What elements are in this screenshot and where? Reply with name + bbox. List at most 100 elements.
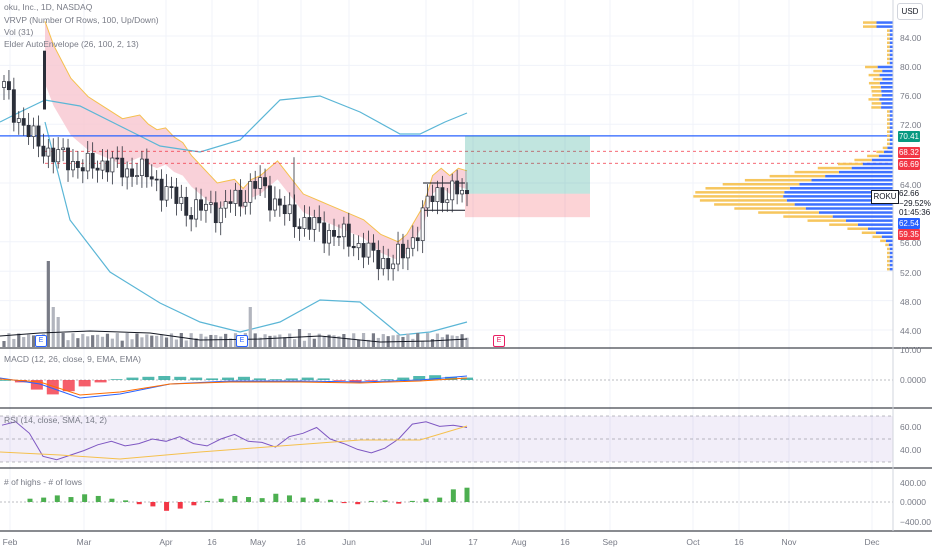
time-axis-label: 17 [468,537,477,547]
price-axis-label: 80.00 [900,62,921,72]
candle-body [91,153,94,168]
volume-bar [140,337,143,347]
candle-body [165,187,168,201]
volume-profile-down [770,175,826,178]
volume-profile-up [825,175,893,178]
volume-profile-up [882,94,893,97]
volume-profile-down [887,54,890,57]
candle-body [116,158,119,159]
price-axis-label: 76.00 [900,91,921,101]
candle-body [446,200,449,203]
price-tag-target: 70.41 [898,131,920,142]
candle-body [62,148,65,150]
candle-body [456,181,459,194]
time-axis-label: Mar [77,537,92,547]
volume-profile-up [846,219,893,222]
volume-profile-down [869,82,880,85]
candle-body [308,217,311,229]
volume-bar [372,333,375,347]
hl-bar [246,497,251,502]
candle-body [209,203,212,205]
hl-bar [383,500,388,502]
candle-body [234,190,237,203]
volume-profile-down [887,268,890,271]
volume-bar [352,333,355,347]
candle-body [229,202,232,204]
earnings-marker[interactable]: E [35,335,47,347]
hl-bar [164,502,169,511]
volume-bar [160,334,163,347]
macd-histogram-bar [318,378,330,380]
volume-profile-down [887,143,890,146]
volume-profile-down [847,227,868,230]
indicator-vrvp[interactable]: VRVP (Number Of Rows, 100, Up/Down) [4,15,159,25]
candle-body [268,186,271,210]
volume-profile-up [812,179,893,182]
macd-label[interactable]: MACD (12, 26, close, 9, EMA, EMA) [4,354,141,364]
macd-histogram-bar [254,378,266,380]
volume-bar [52,307,55,347]
volume-bar [342,334,345,347]
volume-profile-down [887,248,890,251]
volume-bar [396,335,399,347]
candle-body [342,224,345,237]
hl-bar [465,488,470,502]
candle-body [426,196,429,208]
candle-body [367,243,370,257]
macd-histogram-bar [365,380,377,381]
time-axis-label: 16 [560,537,569,547]
volume-profile-up [882,70,893,73]
indicator-elder[interactable]: Elder AutoEnvelope (26, 100, 2, 13) [4,39,139,49]
volume-bar [426,333,429,347]
last-price: 62.66 [899,189,931,199]
earnings-marker-upcoming[interactable]: E [493,335,505,347]
candle-body [204,204,207,210]
rsi-axis-label: 60.00 [900,422,921,432]
candle-body [111,158,114,172]
volume-bar [130,339,133,347]
volume-profile-down [868,98,879,101]
volume-profile-down [887,50,890,53]
candle-body [2,82,5,88]
volume-profile-down [808,219,846,222]
candle-body [293,205,296,227]
volume-profile-down [873,78,882,81]
time-axis-label: Apr [159,537,172,547]
macd-histogram-bar [302,378,314,380]
volume-profile-up [872,159,893,162]
hl-bar [41,498,46,502]
macd-histogram-bar [286,378,298,380]
candle-body [337,236,340,237]
hl-bar [232,496,237,502]
candle-body [436,188,439,202]
volume-profile-down [887,58,890,61]
volume-profile-down [695,191,784,194]
volume-profile-up [858,223,893,226]
volume-profile-down [883,147,888,150]
indicator-vol[interactable]: Vol (31) [4,27,33,37]
volume-profile-down [872,90,882,93]
highs-lows-label[interactable]: # of highs - # of lows [4,477,82,487]
macd-histogram-bar [174,377,186,380]
earnings-marker[interactable]: E [236,335,248,347]
hl-bar [451,489,456,502]
candle-body [180,197,183,203]
candle-body [37,126,40,146]
rsi-label[interactable]: RSI (14, close, SMA, 14, 2) [4,415,107,425]
volume-profile-down [869,74,880,77]
volume-bar [263,334,266,347]
volume-profile-down [723,183,800,186]
candle-body [249,181,252,202]
time-axis-label: Nov [781,537,796,547]
volume-bar [106,334,109,347]
currency-button[interactable]: USD [897,3,923,20]
hl-bar [68,497,73,502]
candle-body [42,146,45,156]
hl-bar [437,498,442,502]
candle-body [81,168,84,171]
price-axis-label: 10.00 [900,345,921,355]
hl-bar [342,502,347,503]
volume-bar [2,341,5,347]
macd-histogram-bar [111,379,123,380]
volume-bar [204,337,207,347]
